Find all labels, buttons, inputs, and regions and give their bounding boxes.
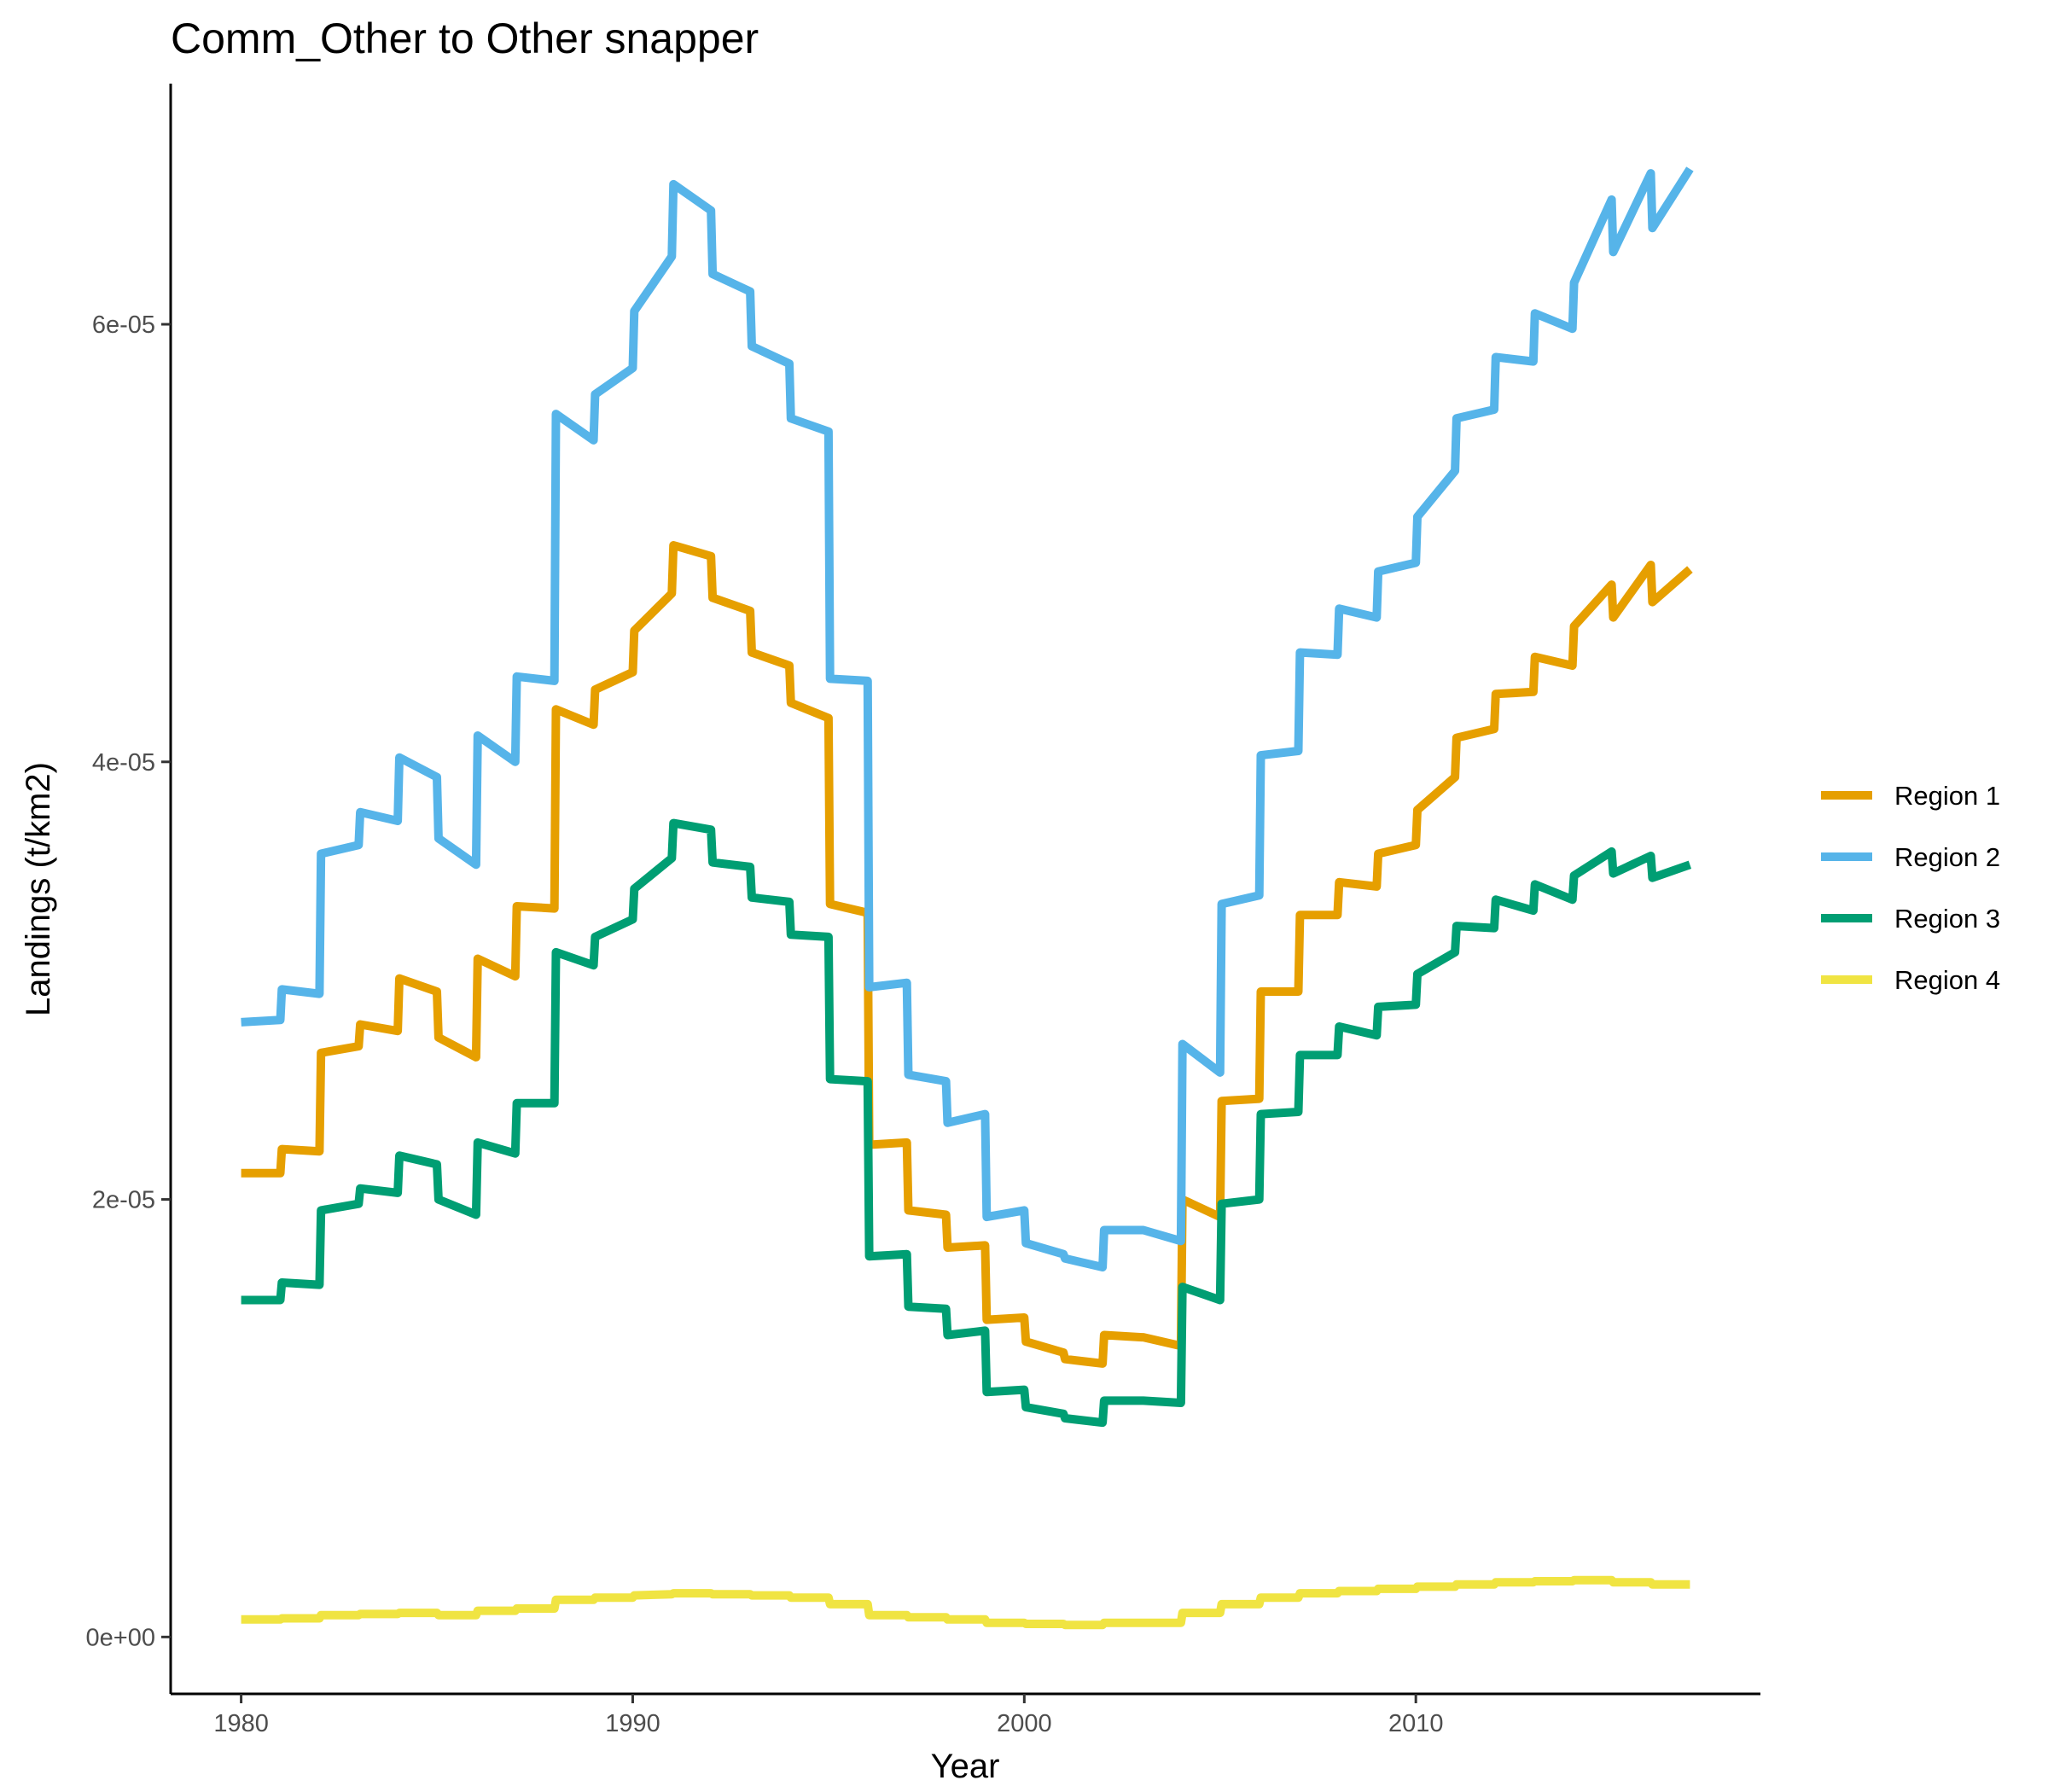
x-tick-label: 2010 — [1388, 1710, 1444, 1737]
series-line-region-4 — [241, 1575, 1690, 1630]
y-tick-label: 6e-05 — [92, 311, 155, 339]
legend-label-region-2: Region 2 — [1894, 842, 2000, 872]
y-tick-label: 4e-05 — [92, 749, 155, 777]
x-tick-label: 2000 — [997, 1710, 1052, 1737]
y-tick-label: 2e-05 — [92, 1187, 155, 1214]
y-tick-label: 0e+00 — [86, 1624, 155, 1651]
series-layer — [241, 166, 1694, 1630]
x-tick-label: 1990 — [605, 1710, 660, 1737]
legend: Region 1 Region 2 Region 3 Region 4 — [1821, 781, 2000, 995]
series-line-region-2 — [241, 166, 1694, 1271]
legend-label-region-3: Region 3 — [1894, 904, 2000, 934]
chart-title: Comm_Other to Other snapper — [171, 15, 759, 62]
legend-label-region-4: Region 4 — [1894, 965, 2000, 995]
legend-label-region-1: Region 1 — [1894, 781, 2000, 811]
y-axis-ticks: 0e+00 2e-05 4e-05 6e-05 — [86, 311, 171, 1651]
series-line-region-1 — [241, 541, 1693, 1368]
x-axis-ticks: 1980 1990 2000 2010 — [213, 1694, 1443, 1737]
x-tick-label: 1980 — [213, 1710, 269, 1737]
series-line-region-3 — [241, 818, 1692, 1428]
x-axis-title: Year — [931, 1748, 1000, 1785]
y-axis-title: Landings (t/km2) — [20, 762, 57, 1016]
